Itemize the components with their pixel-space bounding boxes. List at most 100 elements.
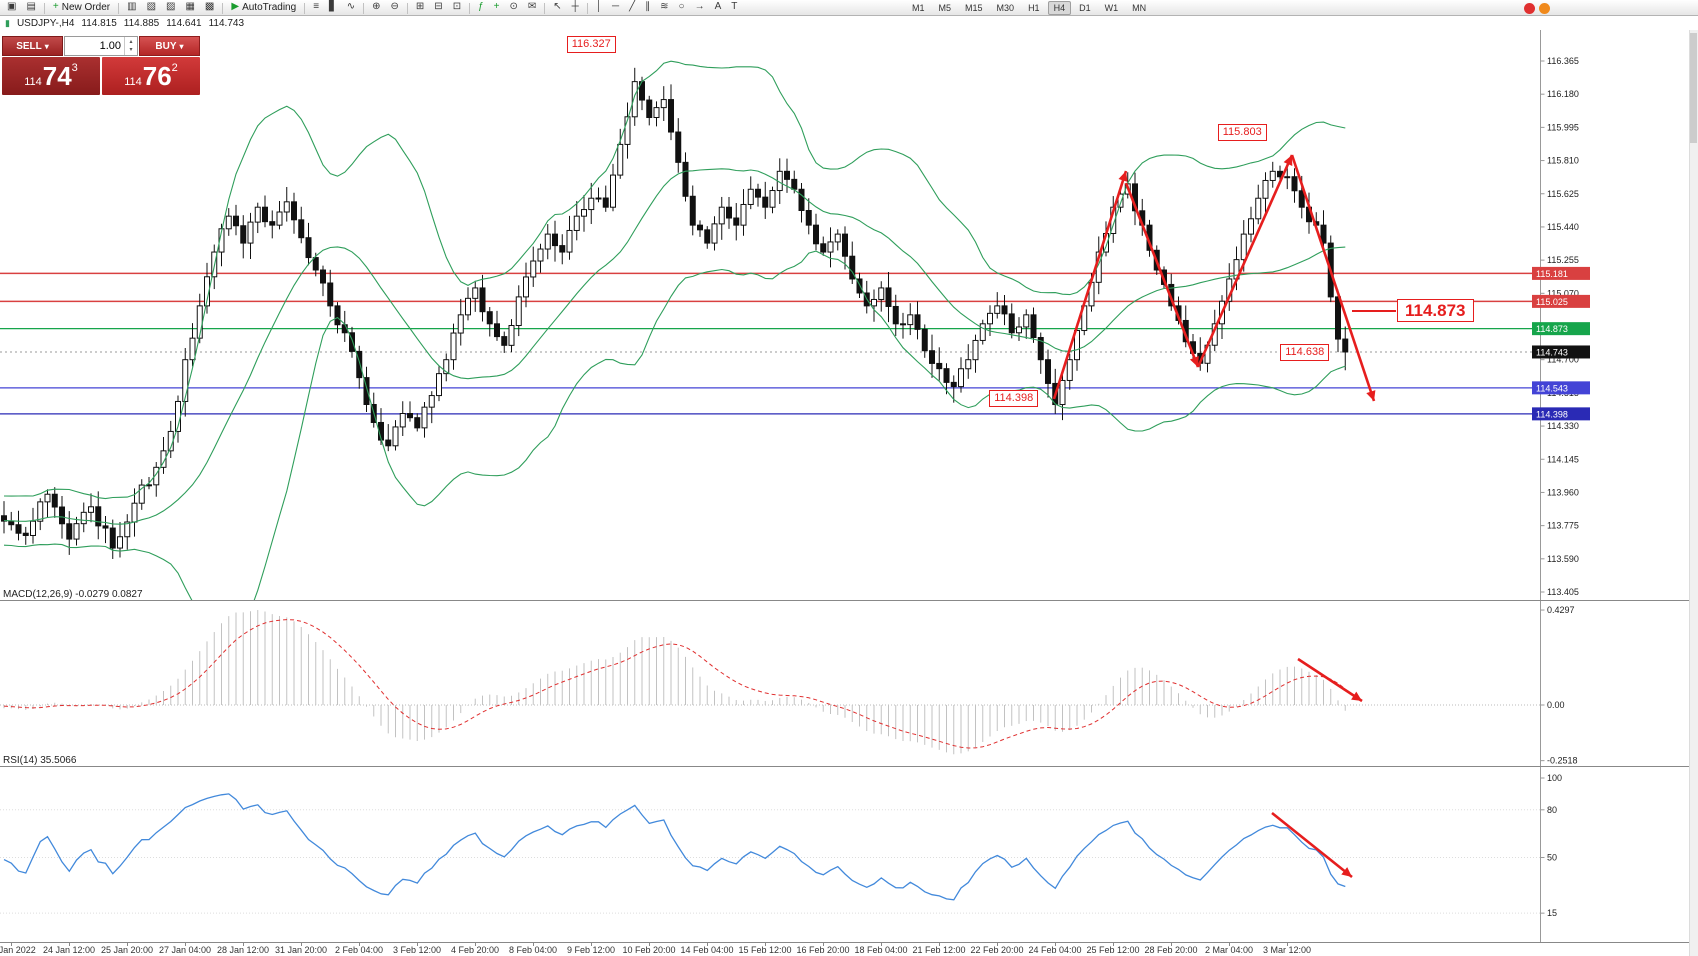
tile-windows-button[interactable]: ⊞ [412,0,428,15]
vertical-scrollbar[interactable] [1689,30,1698,956]
templates-button[interactable]: ✉ [524,0,540,15]
horizontal-level-lines[interactable] [0,272,1540,415]
market-watch-button[interactable]: ▥ [123,0,140,15]
buy-caret-icon: ▾ [179,41,184,51]
toolbar-separator [118,3,120,14]
crosshair-button[interactable]: ┼ [568,0,583,15]
chart-candles-button[interactable]: ▋ [325,0,341,15]
fibonacci-button[interactable]: ≋ [656,0,672,15]
time-axis-label: 21 Jan 2022 [0,945,36,955]
chart-candles-button-icon: ▋ [329,1,337,12]
price-tag [1532,407,1590,421]
horizontal-line-button[interactable]: ─ [608,0,623,15]
price-axis-label: 113.775 [1547,521,1579,531]
price-callout[interactable]: 114.638 [1280,343,1330,361]
time-axis-label: 2 Feb 04:00 [334,945,384,955]
price-chart[interactable]: 116.365 116.180 115.995 115.810 115.625 115.4… [0,30,1698,601]
text-button[interactable]: A [711,0,726,15]
arrows-button[interactable]: → [691,0,709,15]
text-label-button[interactable]: T [727,0,741,15]
data-window-button[interactable]: ▧ [143,0,160,15]
timeframe-h1[interactable]: H1 [1028,3,1040,13]
chart-line-button[interactable]: ∿ [343,0,359,15]
rsi-panel[interactable]: 100 80 50 15 [0,767,1698,943]
sell-price-tile[interactable]: 114 74 3 [2,57,100,95]
trendline-button-icon: ╱ [629,1,636,12]
macd-panel[interactable]: 0.4297 0.00 -0.2518 [0,601,1698,767]
profiles-button[interactable]: ▤ [22,0,39,15]
timeframe-m15[interactable]: M15 [965,3,983,13]
arrange-icons-button[interactable]: ⊡ [449,0,465,15]
volume-box: ▴ ▾ [64,36,138,56]
community-icon[interactable] [1524,3,1535,14]
vertical-line-button[interactable]: │ [592,0,606,15]
terminal-button[interactable]: ▦ [181,0,198,15]
macd-axis-label: 0.00 [1547,700,1565,710]
timeframe-w1[interactable]: W1 [1104,3,1119,13]
macd-axis[interactable]: 0.4297 0.00 -0.2518 [0,601,1698,767]
timeframe-h4[interactable]: H4 [1047,1,1072,15]
price-callout[interactable]: 115.803 [1217,123,1267,141]
buy-price-tile[interactable]: 114 76 2 [102,57,200,95]
shapes-button[interactable]: ○ [675,0,689,15]
price-callout[interactable]: 114.873 [1397,299,1474,322]
chart-line-button-icon: ∿ [346,1,356,12]
close-value: 114.743 [208,18,245,29]
volume-decrease-button[interactable]: ▾ [129,47,133,53]
price-tag-value: 114.543 [1536,383,1568,393]
news-icon[interactable] [1539,3,1550,14]
trend-arrow [1297,657,1363,703]
scrollbar-thumb[interactable] [1690,33,1697,143]
low-value: 114.641 [166,18,202,29]
macd-signal-line [3,619,1346,749]
time-axis-label: 25 Jan 20:00 [100,945,154,955]
price-axis[interactable]: 116.365 116.180 115.995 115.810 115.625 115.4… [0,30,1698,601]
time-axis-label: 9 Feb 12:00 [566,945,616,955]
trend-arrow [1124,182,1200,368]
autotrading-button[interactable]: ▶ AutoTrading [227,0,300,15]
macd-axis-label: -0.2518 [1547,756,1578,766]
rsi-axis[interactable]: 100 80 50 15 [0,767,1698,943]
price-tag [1532,345,1590,359]
time-axis[interactable]: 21 Jan 2022 24 Jan 12:00 25 Jan 20:00 27 Ja… [0,943,1698,956]
toolbar-separator [43,3,45,14]
volume-increase-button[interactable]: ▴ [129,39,133,45]
shapes-button-icon: ○ [678,1,685,12]
sell-price-pips: 74 [42,61,72,91]
cascade-windows-button[interactable]: ⊟ [430,0,446,15]
strategy-tester-button[interactable]: ▩ [201,0,218,15]
rsi-indicator-label: RSI(14) 35.5066 [3,755,77,766]
trendline-button[interactable]: ╱ [625,0,639,15]
price-callout[interactable]: 114.398 [989,389,1039,407]
sell-price-point: 3 [71,62,78,74]
volume-input[interactable] [65,37,124,55]
indicators-button[interactable]: ƒ [474,0,488,15]
timeframe-mn[interactable]: MN [1132,3,1147,13]
trend-arrow-head [1366,390,1376,401]
price-axis-label: 115.810 [1547,156,1579,166]
add-indicator-button[interactable]: + [490,0,504,15]
text-label-button-icon: T [731,1,738,12]
open-value: 114.815 [81,18,117,29]
timeframe-m5[interactable]: M5 [938,3,952,13]
sell-button[interactable]: SELL ▾ [2,36,63,56]
chart-bars-button[interactable]: ≡ [309,0,323,15]
timeframe-d1[interactable]: D1 [1079,3,1091,13]
periods-button[interactable]: ⊙ [505,0,521,15]
timeframe-m1[interactable]: M1 [912,3,925,13]
price-axis-label: 114.145 [1547,454,1579,464]
cursor-button[interactable]: ↖ [549,0,565,15]
indicators-button-icon: ƒ [478,1,484,12]
zoom-in-button[interactable]: ⊕ [368,0,384,15]
channel-button[interactable]: ∥ [641,0,654,15]
rsi-line [3,793,1346,901]
price-axis-label: 115.625 [1547,189,1579,199]
buy-button[interactable]: BUY ▾ [139,36,200,56]
navigator-button[interactable]: ▨ [162,0,179,15]
chart-window[interactable]: 116.365 116.180 115.995 115.810 115.625 115.4… [0,15,1698,956]
zoom-out-button[interactable]: ⊖ [387,0,403,15]
price-callout[interactable]: 116.327 [566,35,616,53]
new-order-button[interactable]: + New Order [49,0,114,15]
timeframe-m30[interactable]: M30 [996,3,1015,13]
new-chart-button[interactable]: ▣ [3,0,20,15]
